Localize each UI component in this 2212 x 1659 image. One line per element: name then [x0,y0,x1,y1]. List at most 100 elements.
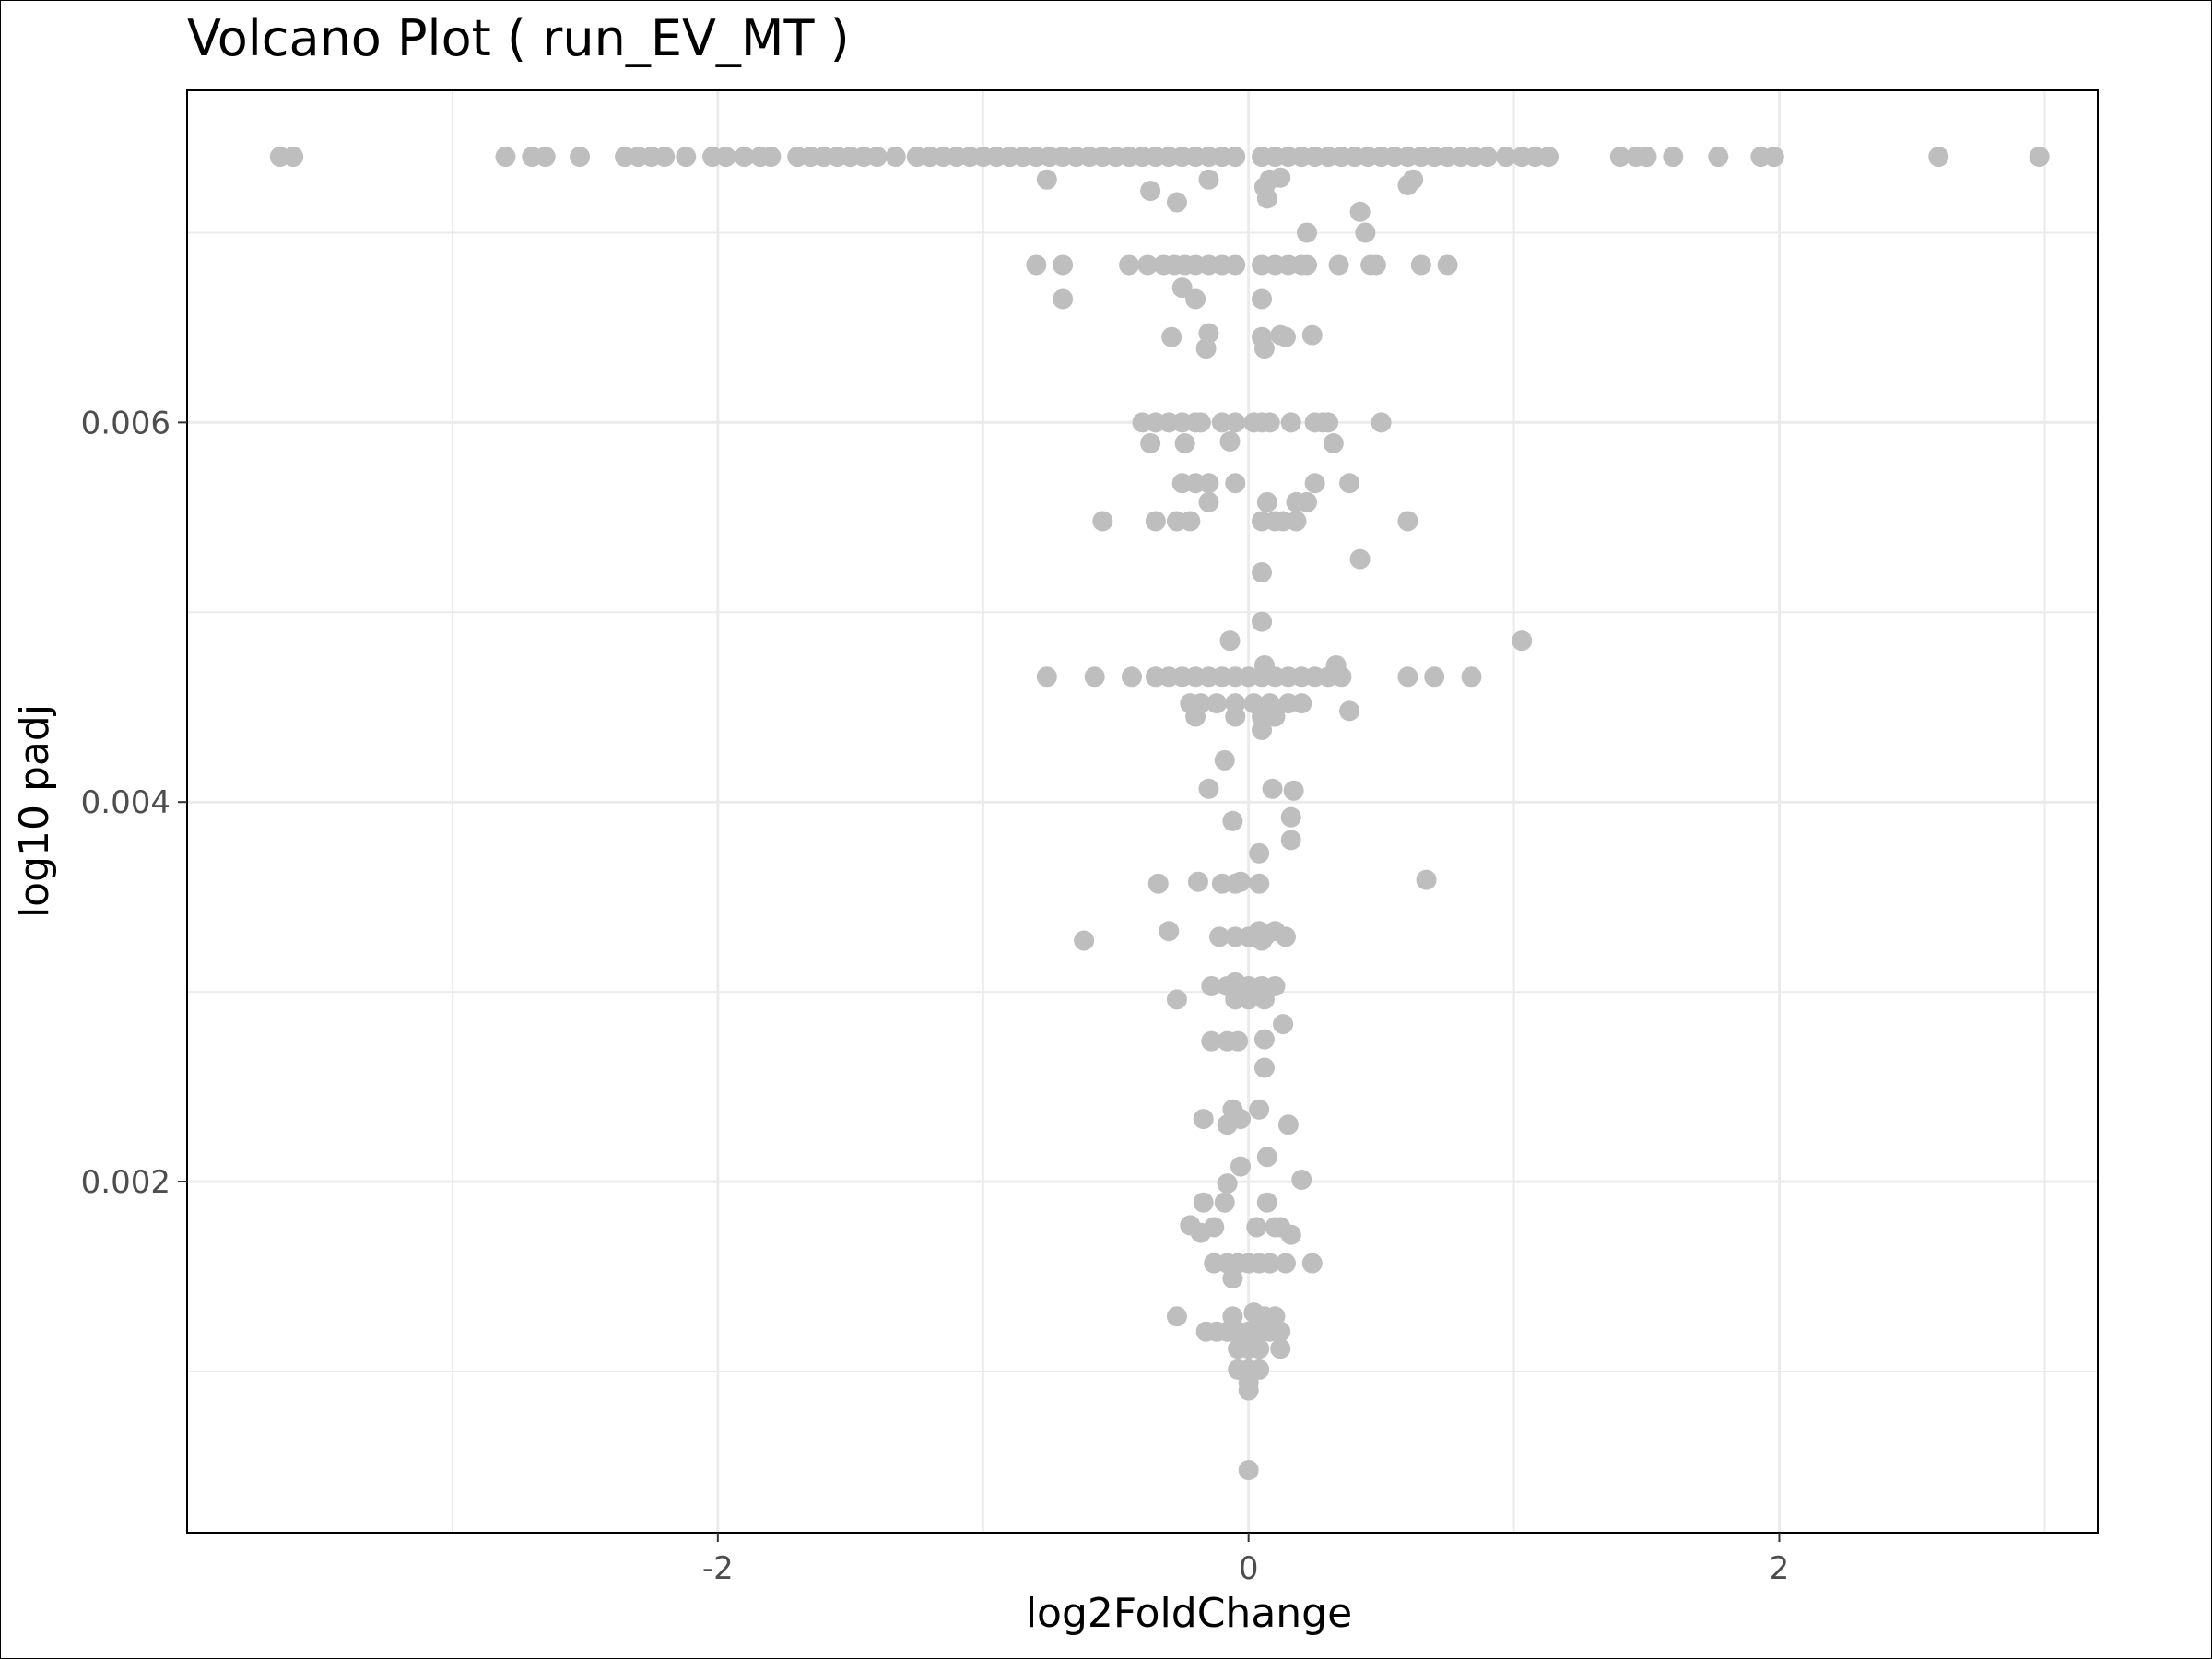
data-point [1166,192,1187,213]
data-point [1230,1156,1252,1177]
data-point [1222,810,1243,831]
data-point [1403,169,1424,190]
data-point [1265,706,1286,727]
data-point [1280,830,1301,851]
data-point [1053,254,1074,276]
data-point [1397,666,1418,688]
data-point [1253,989,1275,1010]
data-point [1171,277,1193,299]
data-point [1092,511,1113,532]
data-point [1253,1029,1275,1050]
data-point [1273,1014,1294,1035]
data-point [1283,780,1304,801]
data-point [1437,254,1458,276]
data-point [1225,412,1246,433]
data-point [1304,473,1325,494]
data-point [1349,201,1371,222]
data-point [1355,222,1376,243]
gridlines [187,90,2098,1533]
data-point [1246,1217,1267,1238]
data-point [1328,254,1349,276]
data-point [1180,511,1201,532]
data-point [1198,323,1219,344]
y-axis-ticks: 0.002 0.004 0.006 [81,405,187,1201]
x-tick-label: 2 [1770,1550,1790,1587]
data-point [1325,654,1347,676]
y-tick-label: 0.004 [81,784,171,821]
data-point [283,147,304,168]
data-point [1161,326,1182,347]
data-point [1252,719,1273,740]
data-point [1238,1380,1259,1401]
data-point [1301,324,1323,346]
data-point [1193,1192,1214,1213]
data-point [654,147,676,168]
data-point [1238,989,1259,1010]
data-point [1201,975,1222,996]
data-point [1277,1114,1299,1135]
data-point [1036,666,1057,688]
data-point [1252,611,1273,632]
data-points [269,147,2050,1481]
data-point [1198,491,1219,512]
data-point [1193,1109,1214,1130]
data-point [1275,326,1296,347]
data-point [1424,666,1445,688]
data-point [1397,511,1418,532]
data-point [1636,147,1657,168]
data-point [2029,147,2050,168]
data-point [1249,842,1270,864]
data-point [1119,254,1140,276]
data-point [1270,1338,1291,1359]
data-point [1339,473,1360,494]
data-point [1365,254,1386,276]
data-point [1147,873,1169,894]
data-point [1349,548,1371,570]
data-point [1166,1306,1187,1327]
data-point [1461,666,1482,688]
data-point [1323,433,1344,454]
data-point [760,147,782,168]
data-point [1252,288,1273,310]
x-tick-label: 0 [1239,1550,1259,1587]
data-point [1225,147,1246,168]
data-point [1253,1057,1275,1078]
data-point [1225,254,1246,276]
data-point [1208,926,1230,947]
data-point [1145,511,1166,532]
data-point [1928,147,1949,168]
data-point [1137,254,1159,276]
data-point [866,147,888,168]
data-point [1198,169,1219,190]
data-point [1252,562,1273,583]
data-point [1225,706,1246,727]
data-point [734,147,755,168]
data-point [1256,188,1277,209]
data-point [570,147,591,168]
data-point [1256,1192,1277,1213]
data-point [1228,1030,1249,1052]
data-point [1663,147,1684,168]
data-point [1238,1460,1259,1481]
data-point [1198,473,1219,494]
data-point [1410,254,1431,276]
data-point [1201,1030,1222,1052]
data-point [1026,254,1047,276]
data-point [1256,1147,1277,1168]
data-point [1225,473,1246,494]
y-tick-label: 0.002 [81,1164,171,1201]
data-point [1185,288,1206,310]
data-point [1249,1338,1270,1359]
data-point [1204,1217,1225,1238]
data-point [1280,412,1301,433]
data-point [1270,1321,1291,1342]
data-point [1280,1224,1301,1245]
data-point [1318,412,1339,433]
data-point [1187,871,1208,892]
data-point [1053,288,1074,310]
data-point [1301,1253,1323,1274]
data-point [1291,693,1312,714]
data-point [1249,873,1270,894]
data-point [1219,630,1241,652]
data-point [715,147,736,168]
